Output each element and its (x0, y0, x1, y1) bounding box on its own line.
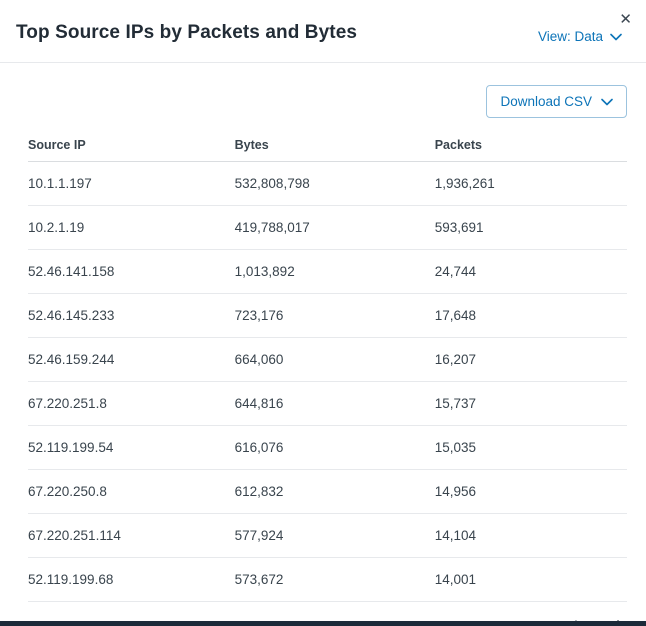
cell-source-ip: 52.119.199.54 (28, 425, 235, 470)
table-row: 67.220.250.8 612,832 14,956 (28, 469, 627, 514)
cell-packets: 24,744 (434, 249, 627, 294)
toolbar: Download CSV (0, 63, 646, 132)
chevron-down-icon (601, 94, 613, 109)
header-divider (0, 62, 646, 63)
page-edge-strip (0, 621, 646, 626)
cell-bytes: 532,808,798 (234, 161, 435, 206)
cell-bytes: 644,816 (234, 381, 435, 426)
cell-bytes: 664,060 (234, 337, 435, 382)
table-row: 52.46.141.158 1,013,892 24,744 (28, 249, 627, 294)
cell-bytes: 577,924 (234, 513, 435, 558)
cell-source-ip: 52.46.159.244 (28, 337, 235, 382)
table-body: 10.1.1.197 532,808,798 1,936,261 10.2.1.19 4… (28, 161, 627, 602)
table-header: Source IP Bytes Packets (28, 132, 627, 162)
cell-source-ip: 52.119.199.68 (28, 557, 235, 602)
cell-packets: 17,648 (434, 293, 627, 338)
cell-packets: 1,936,261 (434, 161, 627, 206)
cell-packets: 14,104 (434, 513, 627, 558)
table-row: 67.220.251.8 644,816 15,737 (28, 381, 627, 426)
cell-bytes: 1,013,892 (234, 249, 435, 294)
table-row: 52.119.199.68 573,672 14,001 (28, 557, 627, 602)
table-row: 67.220.251.114 577,924 14,104 (28, 513, 627, 558)
cell-bytes: 723,176 (234, 293, 435, 338)
cell-source-ip: 10.2.1.19 (28, 205, 235, 250)
cell-bytes: 612,832 (234, 469, 435, 514)
column-header-bytes: Bytes (234, 132, 435, 162)
close-icon: ✕ (619, 11, 632, 28)
column-header-source-ip: Source IP (28, 132, 235, 162)
cell-packets: 14,001 (434, 557, 627, 602)
table-row: 52.46.145.233 723,176 17,648 (28, 293, 627, 338)
table-header-row: Source IP Bytes Packets (28, 132, 627, 162)
cell-packets: 16,207 (434, 337, 627, 382)
cell-packets: 593,691 (434, 205, 627, 250)
cell-source-ip: 67.220.251.114 (28, 513, 235, 558)
cell-source-ip: 67.220.250.8 (28, 469, 235, 514)
view-selector-label: View: Data (537, 28, 603, 44)
view-selector[interactable]: View: Data (538, 29, 622, 44)
page-title: Top Source IPs by Packets and Bytes (16, 22, 358, 43)
table-row: 10.2.1.19 419,788,017 593,691 (28, 205, 627, 250)
cell-source-ip: 52.46.141.158 (28, 249, 235, 294)
cell-bytes: 573,672 (234, 557, 435, 602)
close-button[interactable]: ✕ (615, 8, 636, 31)
data-table: Source IP Bytes Packets 10.1.1.197 532,808,… (28, 132, 627, 602)
modal-header: Top Source IPs by Packets and Bytes View… (0, 0, 646, 62)
cell-source-ip: 52.46.145.233 (28, 293, 235, 338)
chevron-down-icon (610, 29, 622, 44)
download-csv-label: Download CSV (500, 94, 592, 109)
column-header-packets: Packets (434, 132, 627, 162)
cell-packets: 15,035 (434, 425, 627, 470)
table-row: 52.119.199.54 616,076 15,035 (28, 425, 627, 470)
cell-bytes: 616,076 (234, 425, 435, 470)
download-csv-button[interactable]: Download CSV (486, 85, 627, 118)
cell-source-ip: 10.1.1.197 (28, 161, 235, 206)
cell-packets: 14,956 (434, 469, 627, 514)
table-row: 52.46.159.244 664,060 16,207 (28, 337, 627, 382)
data-table-container: Source IP Bytes Packets 10.1.1.197 532,808,… (0, 132, 646, 602)
cell-packets: 15,737 (434, 381, 627, 426)
cell-bytes: 419,788,017 (234, 205, 435, 250)
cell-source-ip: 67.220.251.8 (28, 381, 235, 426)
table-row: 10.1.1.197 532,808,798 1,936,261 (28, 161, 627, 206)
